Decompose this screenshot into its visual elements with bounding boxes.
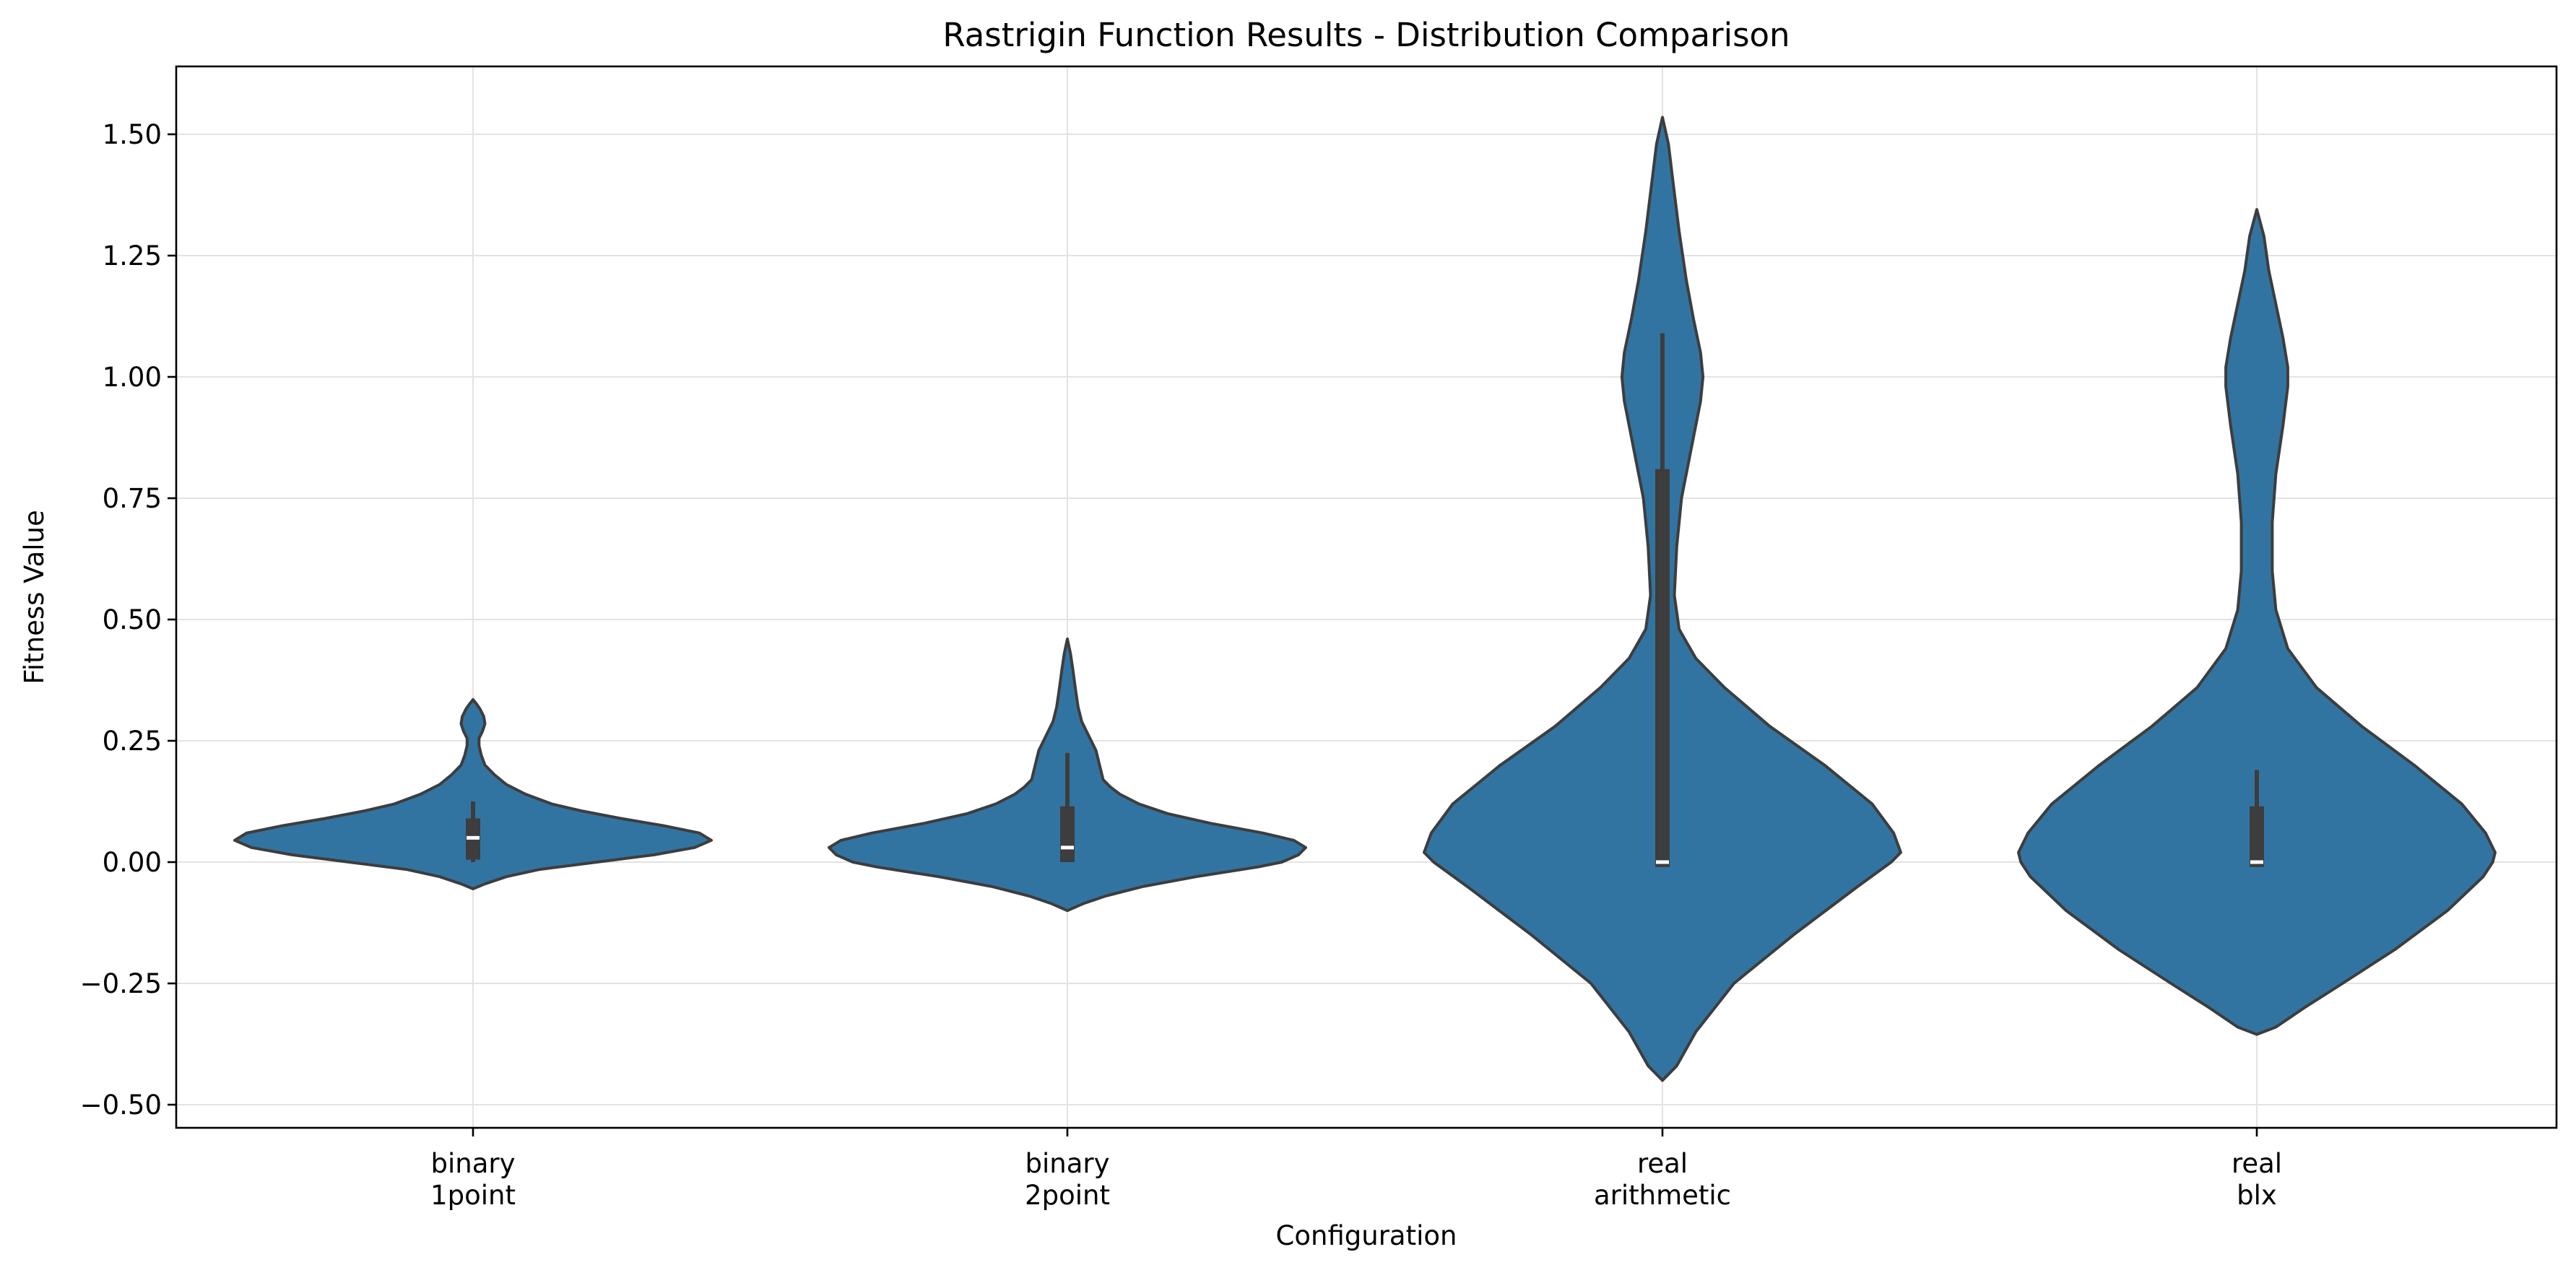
plot-area-frame [175,65,2558,1129]
violin-iqr-box [1655,469,1670,867]
x-tick-label-line1: binary [431,1148,516,1179]
y-tick-label: 0.75 [103,483,162,514]
y-tick-label: 1.00 [103,362,162,393]
y-tick-label: 1.25 [103,240,162,271]
x-tick-label-line2: 1point [430,1180,516,1211]
y-tick-label: −0.50 [80,1090,162,1121]
x-tick-label-line1: binary [1025,1148,1110,1179]
x-tick-label-line1: real [2232,1148,2282,1179]
violin-body [233,697,713,890]
x-tick-label-line2: 2point [1025,1180,1110,1211]
x-axis-ticks: binary1pointbinary2pointrealarithmeticre… [430,1128,2282,1211]
chart-title: Rastrigin Function Results - Distributio… [942,16,1790,54]
violin-iqr-box [1060,806,1075,862]
violin-iqr-box [2250,806,2264,867]
violin-body [2017,208,2497,1036]
y-tick-label: 0.50 [103,604,162,635]
violins [233,116,2497,1082]
y-tick-label: 1.50 [103,119,162,150]
y-tick-label: 0.00 [103,847,162,878]
x-tick-label-line1: real [1637,1148,1688,1179]
y-tick-label: 0.25 [103,726,162,757]
y-tick-label: −0.25 [80,968,162,999]
y-axis-ticks: −0.50 −0.25 0.00 0.25 0.50 0.75 1.00 1.25 1.50 [80,119,176,1121]
x-axis-label: Configuration [1276,1220,1457,1251]
x-tick-label-line2: blx [2237,1180,2277,1211]
y-axis-label: Fitness Value [19,510,50,684]
x-tick-label-line2: arithmetic [1594,1180,1731,1211]
